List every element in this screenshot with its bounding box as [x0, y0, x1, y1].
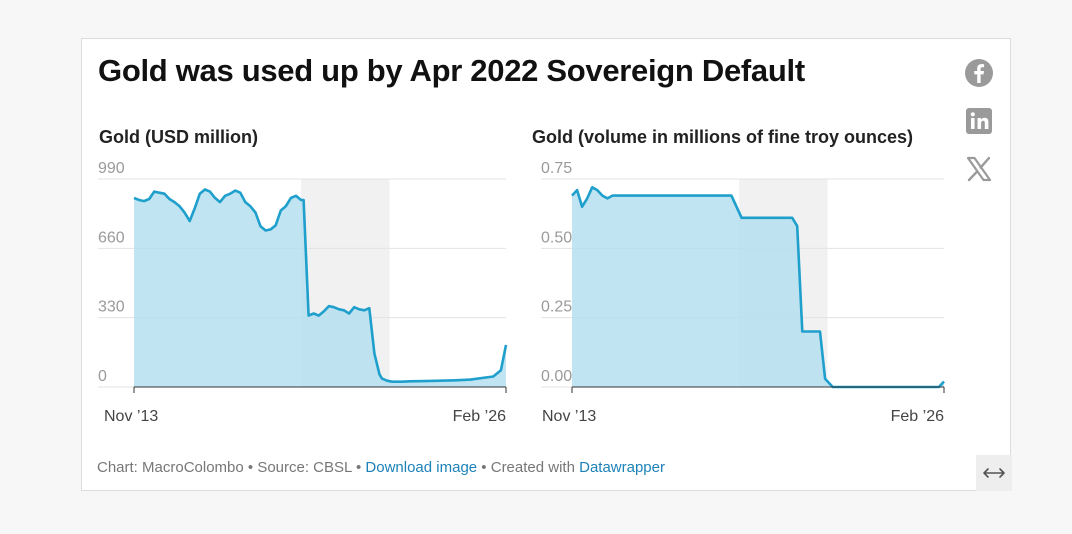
chart-footer: Chart: MacroColombo • Source: CBSL • Dow…	[97, 459, 665, 476]
chart-subtitle: Gold (USD million)	[99, 127, 258, 147]
chart-panel-gold-usd: Gold (USD million) 0 330 660 990 Nov ’13 Feb …	[98, 127, 508, 425]
source-credit: Source: CBSL	[257, 459, 352, 476]
chart-panel-gold-volume: Gold (volume in millions of fine troy ou…	[532, 127, 945, 425]
series-area	[572, 187, 944, 387]
series-line	[571, 186, 945, 389]
y-tick-label: 0.50	[541, 229, 572, 246]
horizontal-arrows-icon	[983, 468, 1005, 478]
x-tick-label: Feb ’26	[891, 408, 944, 425]
separator: •	[351, 459, 366, 476]
y-tick-label: 0.00	[541, 368, 572, 385]
x-tick-label: Nov ’13	[104, 408, 158, 425]
x-icon[interactable]	[964, 154, 994, 184]
chart-subtitle: Gold (volume in millions of fine troy ou…	[532, 127, 913, 147]
series-area	[134, 189, 506, 387]
y-tick-label: 330	[98, 299, 125, 316]
y-tick-label: 0.25	[541, 299, 572, 316]
charts-canvas: Gold (USD million) 0 330 660 990 Nov ’13 Feb …	[98, 127, 945, 425]
expand-button[interactable]	[976, 455, 1012, 491]
y-tick-label: 0	[98, 368, 107, 385]
facebook-icon[interactable]	[964, 58, 994, 88]
y-tick-label: 660	[98, 229, 125, 246]
linkedin-icon[interactable]	[964, 106, 994, 136]
datawrapper-link[interactable]: Datawrapper	[579, 459, 665, 476]
y-tick-label: 990	[98, 160, 125, 177]
created-with-text: Created with	[490, 459, 580, 476]
y-tick-label: 0.75	[541, 160, 572, 177]
separator: •	[243, 459, 258, 476]
chart-credit: Chart: MacroColombo	[97, 459, 244, 476]
x-tick-label: Feb ’26	[453, 408, 506, 425]
x-tick-label: Nov ’13	[542, 408, 596, 425]
download-image-link[interactable]: Download image	[365, 459, 478, 476]
series-line	[133, 188, 508, 383]
separator: •	[477, 459, 491, 476]
page-title: Gold was used up by Apr 2022 Sovereign D…	[98, 53, 805, 88]
chart-card: Gold was used up by Apr 2022 Sovereign D…	[81, 38, 1012, 491]
